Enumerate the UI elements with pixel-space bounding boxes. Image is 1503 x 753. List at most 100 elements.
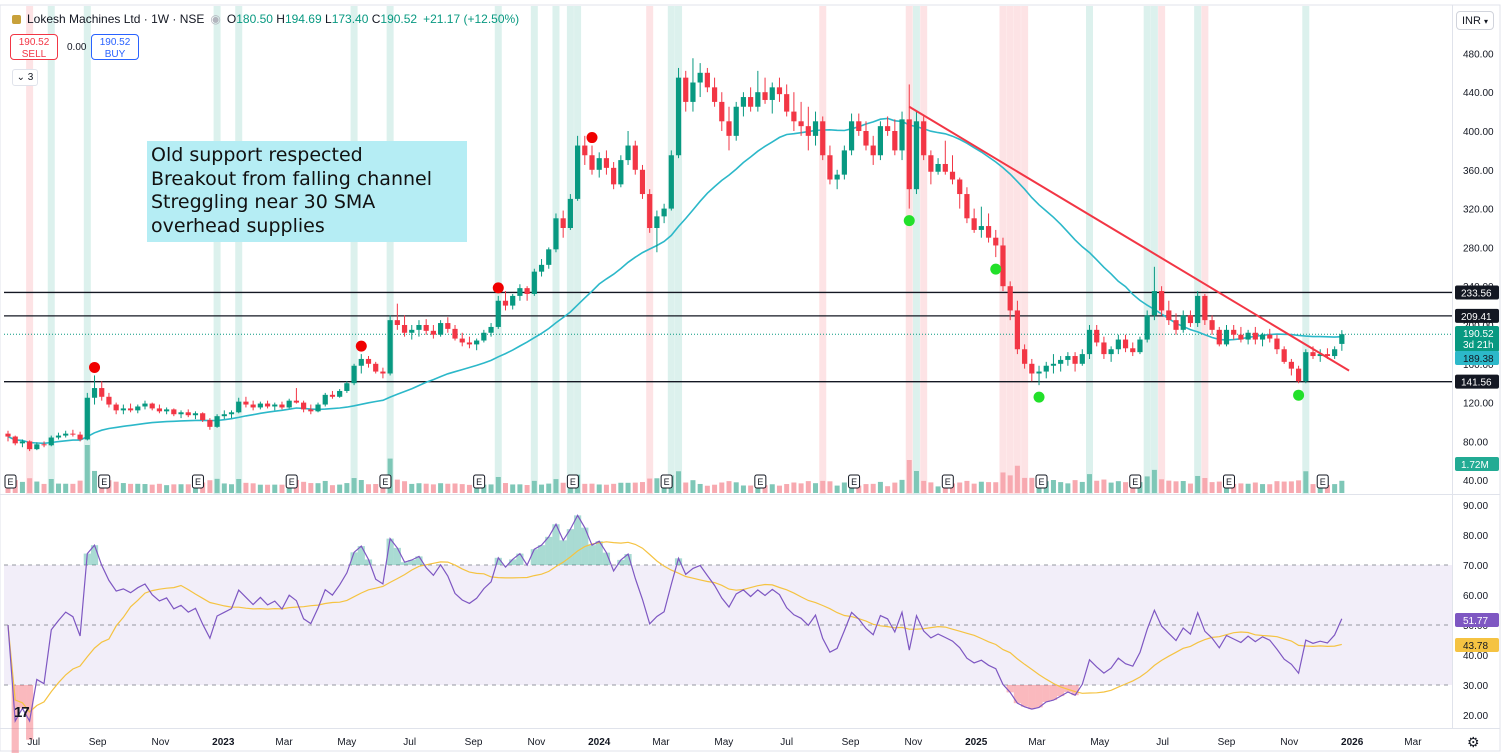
rsi-tick-label: 20.00	[1463, 711, 1488, 722]
volume-bar-down	[149, 484, 155, 493]
time-tick-label: Jul	[1156, 737, 1169, 748]
buy-signal-dot	[1033, 391, 1045, 403]
volume-bar-down	[791, 482, 797, 493]
volume-bar-down	[380, 484, 386, 493]
indicators-toggle[interactable]: ⌄ 3	[12, 69, 38, 86]
level-price-tag	[1455, 374, 1499, 389]
candle-down	[185, 412, 191, 416]
volume-bar-down	[329, 485, 335, 493]
time-tick-label: May	[714, 737, 733, 748]
volume-bar-up	[531, 480, 537, 493]
candle-up	[1079, 354, 1085, 364]
eye-icon[interactable]: ◉	[210, 12, 221, 26]
price-tick-label: 320.00	[1463, 205, 1494, 216]
price-tick-label: 440.00	[1463, 88, 1494, 99]
candle-up	[733, 106, 739, 136]
candle-up	[19, 441, 26, 444]
volume-bar-up	[1260, 484, 1266, 493]
candle-up	[1065, 356, 1071, 360]
candle-down	[502, 300, 509, 306]
volume-bar-down	[1202, 478, 1208, 493]
volume-bar-up	[769, 484, 775, 493]
volume-bar-up	[1108, 482, 1114, 493]
candle-down	[603, 158, 610, 168]
time-tick-label: Jul	[403, 737, 416, 748]
volume-bar-up	[1180, 481, 1186, 493]
volume-bar-up	[229, 484, 235, 493]
bullish-highlight-band	[912, 6, 920, 494]
volume-bar-down	[279, 484, 285, 493]
candle-down	[127, 408, 134, 411]
volume-bar-up	[553, 479, 559, 493]
candle-down	[279, 404, 285, 408]
candle-down	[582, 145, 588, 156]
volume-bar-up	[740, 485, 746, 493]
candle-down	[41, 444, 47, 446]
sell-button[interactable]: 190.52 SELL	[10, 34, 58, 60]
candle-up	[1036, 371, 1042, 374]
volume-bar-down	[1159, 479, 1165, 493]
volume-bar-down	[582, 483, 588, 493]
chevron-down-icon: ▾	[1483, 17, 1488, 26]
currency-selector[interactable]: INR ▾	[1456, 11, 1494, 30]
candle-up	[416, 325, 422, 330]
candle-up	[337, 390, 343, 397]
candle-down	[856, 121, 862, 131]
candle-down	[156, 408, 163, 412]
volume-bar-up	[416, 483, 422, 493]
volume-bar-up	[135, 483, 141, 493]
candle-down	[12, 436, 18, 444]
candle-up	[1245, 332, 1251, 340]
time-tick-label: Mar	[652, 737, 670, 748]
volume-bar-down	[185, 484, 191, 493]
buy-button[interactable]: 190.52 BUY	[91, 34, 139, 60]
bearish-highlight-band	[646, 6, 654, 494]
candle-up	[495, 300, 501, 327]
volume-bar-down	[1029, 477, 1035, 493]
candle-up	[1144, 315, 1150, 340]
candle-up	[474, 340, 480, 345]
last-price-tag	[1455, 326, 1499, 352]
candle-up	[358, 358, 364, 366]
annotation-note[interactable]: Old support respected Breakout from fall…	[147, 141, 467, 242]
symbol-title[interactable]: Lokesh Machines Ltd · 1W · NSE	[27, 12, 205, 26]
volume-bar-up	[55, 483, 61, 493]
candle-up	[481, 332, 487, 341]
candle-down	[784, 94, 790, 112]
volume-value-tag	[1455, 457, 1499, 471]
volume-bar-down	[128, 483, 134, 493]
candle-up	[935, 163, 941, 172]
volume-bar-down	[70, 483, 76, 493]
volume-bar-down	[712, 484, 718, 493]
candle-down	[1072, 356, 1078, 364]
bar-countdown-label: 3d 21h	[1463, 340, 1494, 351]
candle-down	[639, 169, 646, 195]
volume-bar-down	[308, 483, 314, 493]
candle-down	[957, 179, 963, 195]
volume-bar-up	[495, 476, 501, 493]
indicator-count: 3	[27, 72, 34, 83]
bullish-highlight-band	[675, 6, 683, 494]
candle-up	[34, 444, 40, 450]
candle-up	[1050, 363, 1057, 366]
candle-up	[322, 394, 328, 405]
volume-bar-up	[351, 478, 357, 493]
volume-bar-up	[841, 482, 847, 493]
time-tick-label: Jul	[780, 737, 793, 748]
rsi-tick-label: 70.00	[1463, 561, 1488, 572]
bullish-highlight-band	[213, 6, 221, 494]
candle-up	[769, 87, 775, 100]
buy-price: 190.52	[99, 37, 131, 48]
volume-bar-down	[632, 482, 638, 493]
time-tick-label: Mar	[1028, 737, 1046, 748]
earnings-marker-label: E	[382, 477, 388, 487]
gear-icon[interactable]: ⚙	[1467, 734, 1480, 750]
bullish-highlight-band	[386, 6, 394, 494]
candle-down	[301, 402, 307, 410]
volume-bar-up	[92, 470, 98, 493]
volume-bar-down	[1022, 477, 1028, 493]
volume-bar-down	[1296, 480, 1302, 493]
bearish-highlight-band	[1201, 6, 1209, 494]
volume-bar-down	[1123, 482, 1129, 493]
